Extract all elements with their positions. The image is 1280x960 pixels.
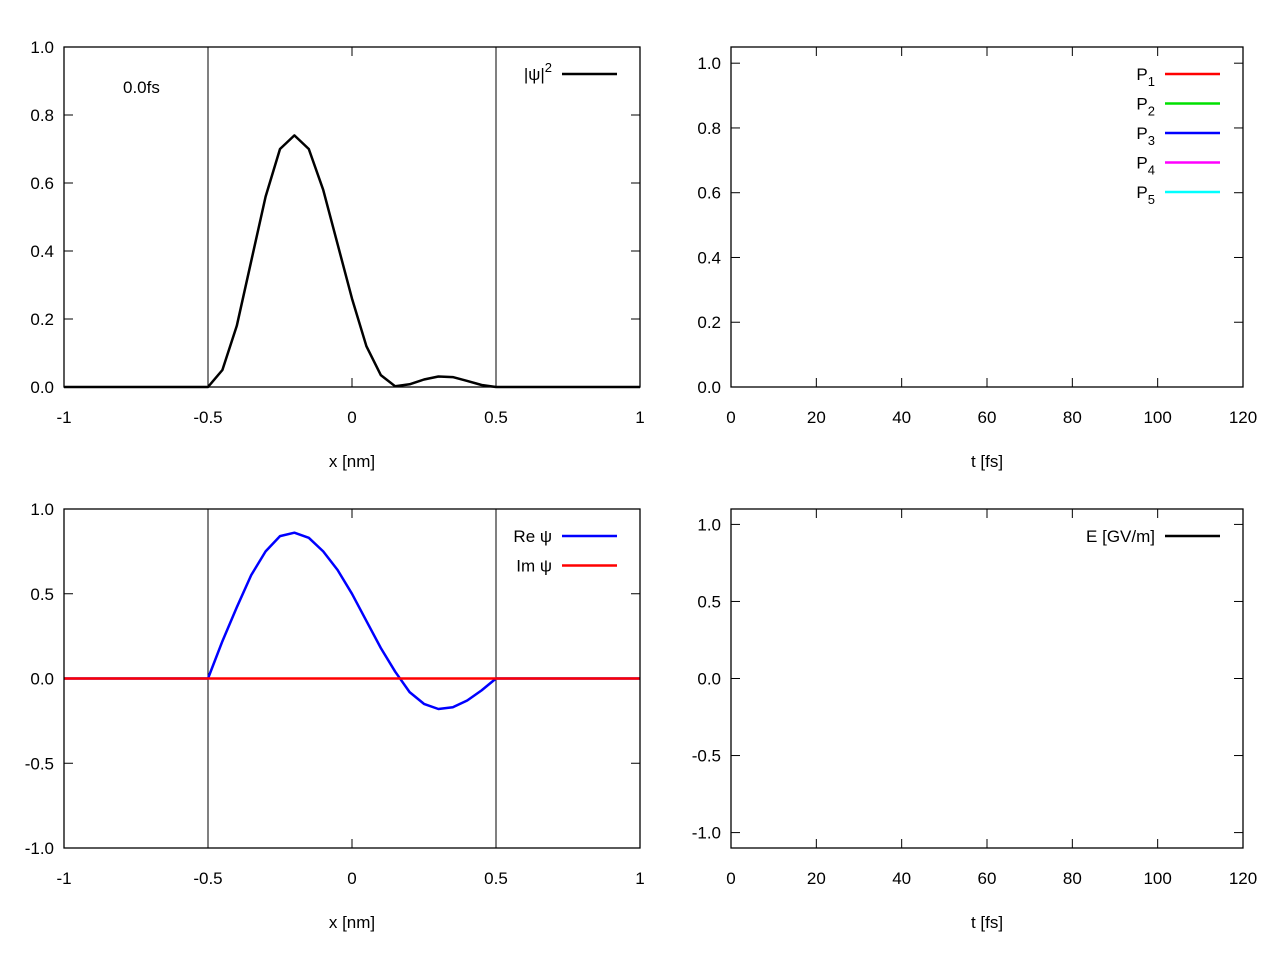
density-panel: -1 -0.5 0 0.5 1 0.0 0.2 0.4 0.6 0.8 1.0 x [nm] 0.0fs… xyxy=(30,38,644,471)
density-x-axis-label: x [nm] xyxy=(329,452,375,471)
density-time-annotation: 0.0fs xyxy=(123,78,160,97)
populations-x-axis-label: t [fs] xyxy=(971,452,1003,471)
wavefunction-ytick-label-0: -1.0 xyxy=(25,839,54,858)
field-xtick-label-2: 40 xyxy=(892,869,911,888)
populations-legend-label-2: P3 xyxy=(1136,124,1155,148)
density-xtick-label-4: 1 xyxy=(635,408,644,427)
field-xtick-label-1: 20 xyxy=(807,869,826,888)
field-xtick-label-0: 0 xyxy=(726,869,735,888)
populations-legend-label-4: P5 xyxy=(1136,183,1155,207)
wavefunction-legend-label-main-1: Im ψ xyxy=(516,557,552,576)
density-ytick-label-3: 0.6 xyxy=(30,174,54,193)
populations-legend-label-sub-0: 1 xyxy=(1148,74,1155,89)
wavefunction-plot-frame xyxy=(63,508,641,849)
field-xtick-label-4: 80 xyxy=(1063,869,1082,888)
field-xtick-label-5: 100 xyxy=(1143,869,1171,888)
populations-panel: 0 20 40 60 80 100 120 0.0 0.2 0.4 0.6 0.8 1.0 t [fs] P… xyxy=(697,46,1257,471)
populations-xtick-label-6: 120 xyxy=(1229,408,1257,427)
wavefunction-x-axis-label: x [nm] xyxy=(329,913,375,932)
density-ytick-label-5: 1.0 xyxy=(30,38,54,57)
populations-xtick-label-2: 40 xyxy=(892,408,911,427)
wavefunction-legend-label-main-0: Re ψ xyxy=(513,527,552,546)
wavefunction-legend-label-1: Im ψ xyxy=(516,557,552,576)
field-ytick-label-1: -0.5 xyxy=(692,747,721,766)
populations-ytick-label-3: 0.6 xyxy=(697,184,721,203)
density-legend-label-0: |ψ|2 xyxy=(524,60,552,84)
wavefunction-ytick-label-4: 1.0 xyxy=(30,500,54,519)
field-x-axis-label: t [fs] xyxy=(971,913,1003,932)
populations-legend-label-main-1: P xyxy=(1136,95,1147,114)
populations-legend-label-sub-3: 4 xyxy=(1148,163,1155,178)
density-ytick-label-0: 0.0 xyxy=(30,378,54,397)
populations-ytick-label-5: 1.0 xyxy=(697,54,721,73)
density-xtick-label-2: 0 xyxy=(347,408,356,427)
field-ytick-label-3: 0.5 xyxy=(697,592,721,611)
populations-legend-label-main-3: P xyxy=(1136,154,1147,173)
populations-ytick-label-1: 0.2 xyxy=(697,313,721,332)
density-ytick-label-2: 0.4 xyxy=(30,242,54,261)
wavefunction-xtick-label-3: 0.5 xyxy=(484,869,508,888)
wavefunction-xtick-label-1: -0.5 xyxy=(193,869,222,888)
populations-legend-label-sub-1: 2 xyxy=(1148,104,1155,119)
wavefunction-ytick-label-2: 0.0 xyxy=(30,670,54,689)
populations-legend-label-sub-2: 3 xyxy=(1148,133,1155,148)
density-legend-label-sup-0: 2 xyxy=(545,60,552,75)
populations-legend-label-1: P2 xyxy=(1136,95,1155,119)
field-ytick-label-0: -1.0 xyxy=(692,824,721,843)
field-legend-label-0: E [GV/m] xyxy=(1086,527,1155,546)
wavefunction-xtick-label-0: -1 xyxy=(56,869,71,888)
density-legend-label-main-0: |ψ| xyxy=(524,65,545,84)
populations-legend-label-0: P1 xyxy=(1136,65,1155,89)
populations-ytick-label-4: 0.8 xyxy=(697,119,721,138)
wavefunction-panel: -1 -0.5 0 0.5 1 -1.0 -0.5 0.0 0.5 1.0 x [nm] Re ψ Im… xyxy=(25,500,645,932)
density-xtick-label-3: 0.5 xyxy=(484,408,508,427)
density-ytick-label-1: 0.2 xyxy=(30,310,54,329)
populations-ytick-label-0: 0.0 xyxy=(697,378,721,397)
wavefunction-ytick-label-1: -0.5 xyxy=(25,754,54,773)
field-ytick-label-4: 1.0 xyxy=(697,515,721,534)
populations-xtick-label-4: 80 xyxy=(1063,408,1082,427)
field-legend-label-main-0: E [GV/m] xyxy=(1086,527,1155,546)
wavefunction-ytick-label-3: 0.5 xyxy=(30,585,54,604)
populations-legend-label-3: P4 xyxy=(1136,154,1155,178)
density-xtick-label-1: -0.5 xyxy=(193,408,222,427)
density-ytick-label-4: 0.8 xyxy=(30,106,54,125)
wavefunction-xtick-label-4: 1 xyxy=(635,869,644,888)
populations-legend-label-main-0: P xyxy=(1136,65,1147,84)
density-series-0-line xyxy=(64,134,640,389)
populations-plot-frame xyxy=(730,46,1244,388)
populations-ytick-label-2: 0.4 xyxy=(697,248,721,267)
field-plot-frame xyxy=(730,508,1244,849)
populations-legend-label-main-4: P xyxy=(1136,183,1147,202)
density-plot-frame xyxy=(63,46,641,388)
wavefunction-legend-label-0: Re ψ xyxy=(513,527,552,546)
wavefunction-series-0-line xyxy=(64,531,640,711)
field-panel: 0 20 40 60 80 100 120 -1.0 -0.5 0.0 0.5 1.0 t [fs] E … xyxy=(692,508,1257,932)
populations-xtick-label-3: 60 xyxy=(978,408,997,427)
field-xtick-label-6: 120 xyxy=(1229,869,1257,888)
populations-xtick-label-0: 0 xyxy=(726,408,735,427)
populations-xtick-label-1: 20 xyxy=(807,408,826,427)
density-xtick-label-0: -1 xyxy=(56,408,71,427)
populations-legend-label-sub-4: 5 xyxy=(1148,192,1155,207)
field-ytick-label-2: 0.0 xyxy=(697,670,721,689)
populations-xtick-label-5: 100 xyxy=(1143,408,1171,427)
populations-legend-label-main-2: P xyxy=(1136,124,1147,143)
wavefunction-xtick-label-2: 0 xyxy=(347,869,356,888)
field-xtick-label-3: 60 xyxy=(978,869,997,888)
